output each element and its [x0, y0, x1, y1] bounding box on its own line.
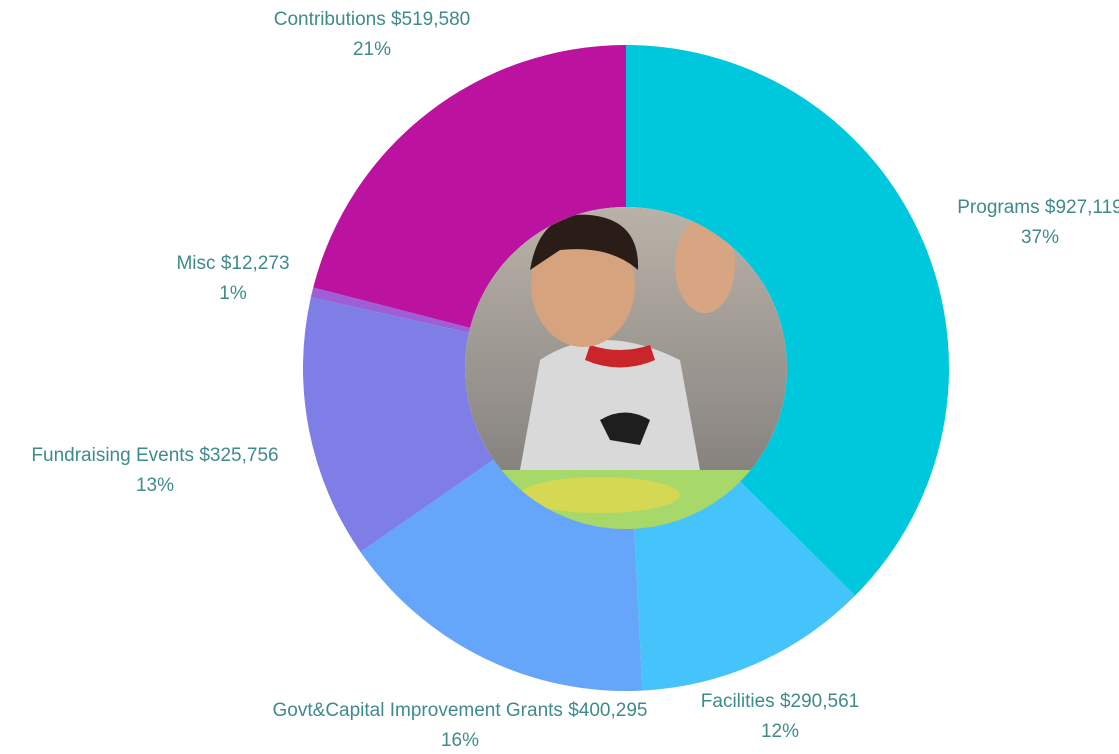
slice	[310, 287, 471, 333]
slice	[313, 44, 626, 328]
value-label: $400,295	[568, 700, 647, 721]
percent-label: 13%	[136, 475, 174, 496]
slice	[626, 45, 949, 596]
center-photo	[465, 207, 787, 529]
category-name: Fundraising Events	[31, 445, 194, 466]
slice-label: Contributions $519,580	[274, 9, 470, 30]
percent-label: 37%	[1021, 227, 1059, 248]
slice-label: Misc $12,273	[176, 253, 289, 274]
category-name: Programs	[957, 197, 1039, 218]
percent-label: 16%	[441, 730, 479, 751]
percent-label: 21%	[353, 39, 391, 60]
labels: Programs $927,119 37% Facilities $290,561 1…	[31, 9, 1119, 751]
slices	[302, 44, 949, 691]
slice-label: Programs $927,119	[957, 197, 1119, 218]
slice-label: Govt&Capital Improvement Grants $400,295	[273, 700, 648, 721]
slice	[634, 481, 856, 691]
slice-label: Facilities $290,561	[701, 691, 859, 712]
slice-label: Fundraising Events $325,756	[31, 445, 278, 466]
category-name: Facilities	[701, 691, 775, 712]
percent-label: 1%	[219, 283, 247, 304]
category-name: Govt&Capital Improvement Grants	[273, 700, 563, 721]
value-label: $927,119	[1045, 197, 1119, 218]
category-name: Contributions	[274, 9, 386, 30]
percent-label: 12%	[761, 721, 799, 742]
value-label: $325,756	[199, 445, 278, 466]
slice	[302, 297, 494, 552]
value-label: $12,273	[221, 253, 290, 274]
value-label: $290,561	[780, 691, 859, 712]
value-label: $519,580	[391, 9, 470, 30]
slice	[360, 459, 643, 691]
category-name: Misc	[176, 253, 215, 274]
